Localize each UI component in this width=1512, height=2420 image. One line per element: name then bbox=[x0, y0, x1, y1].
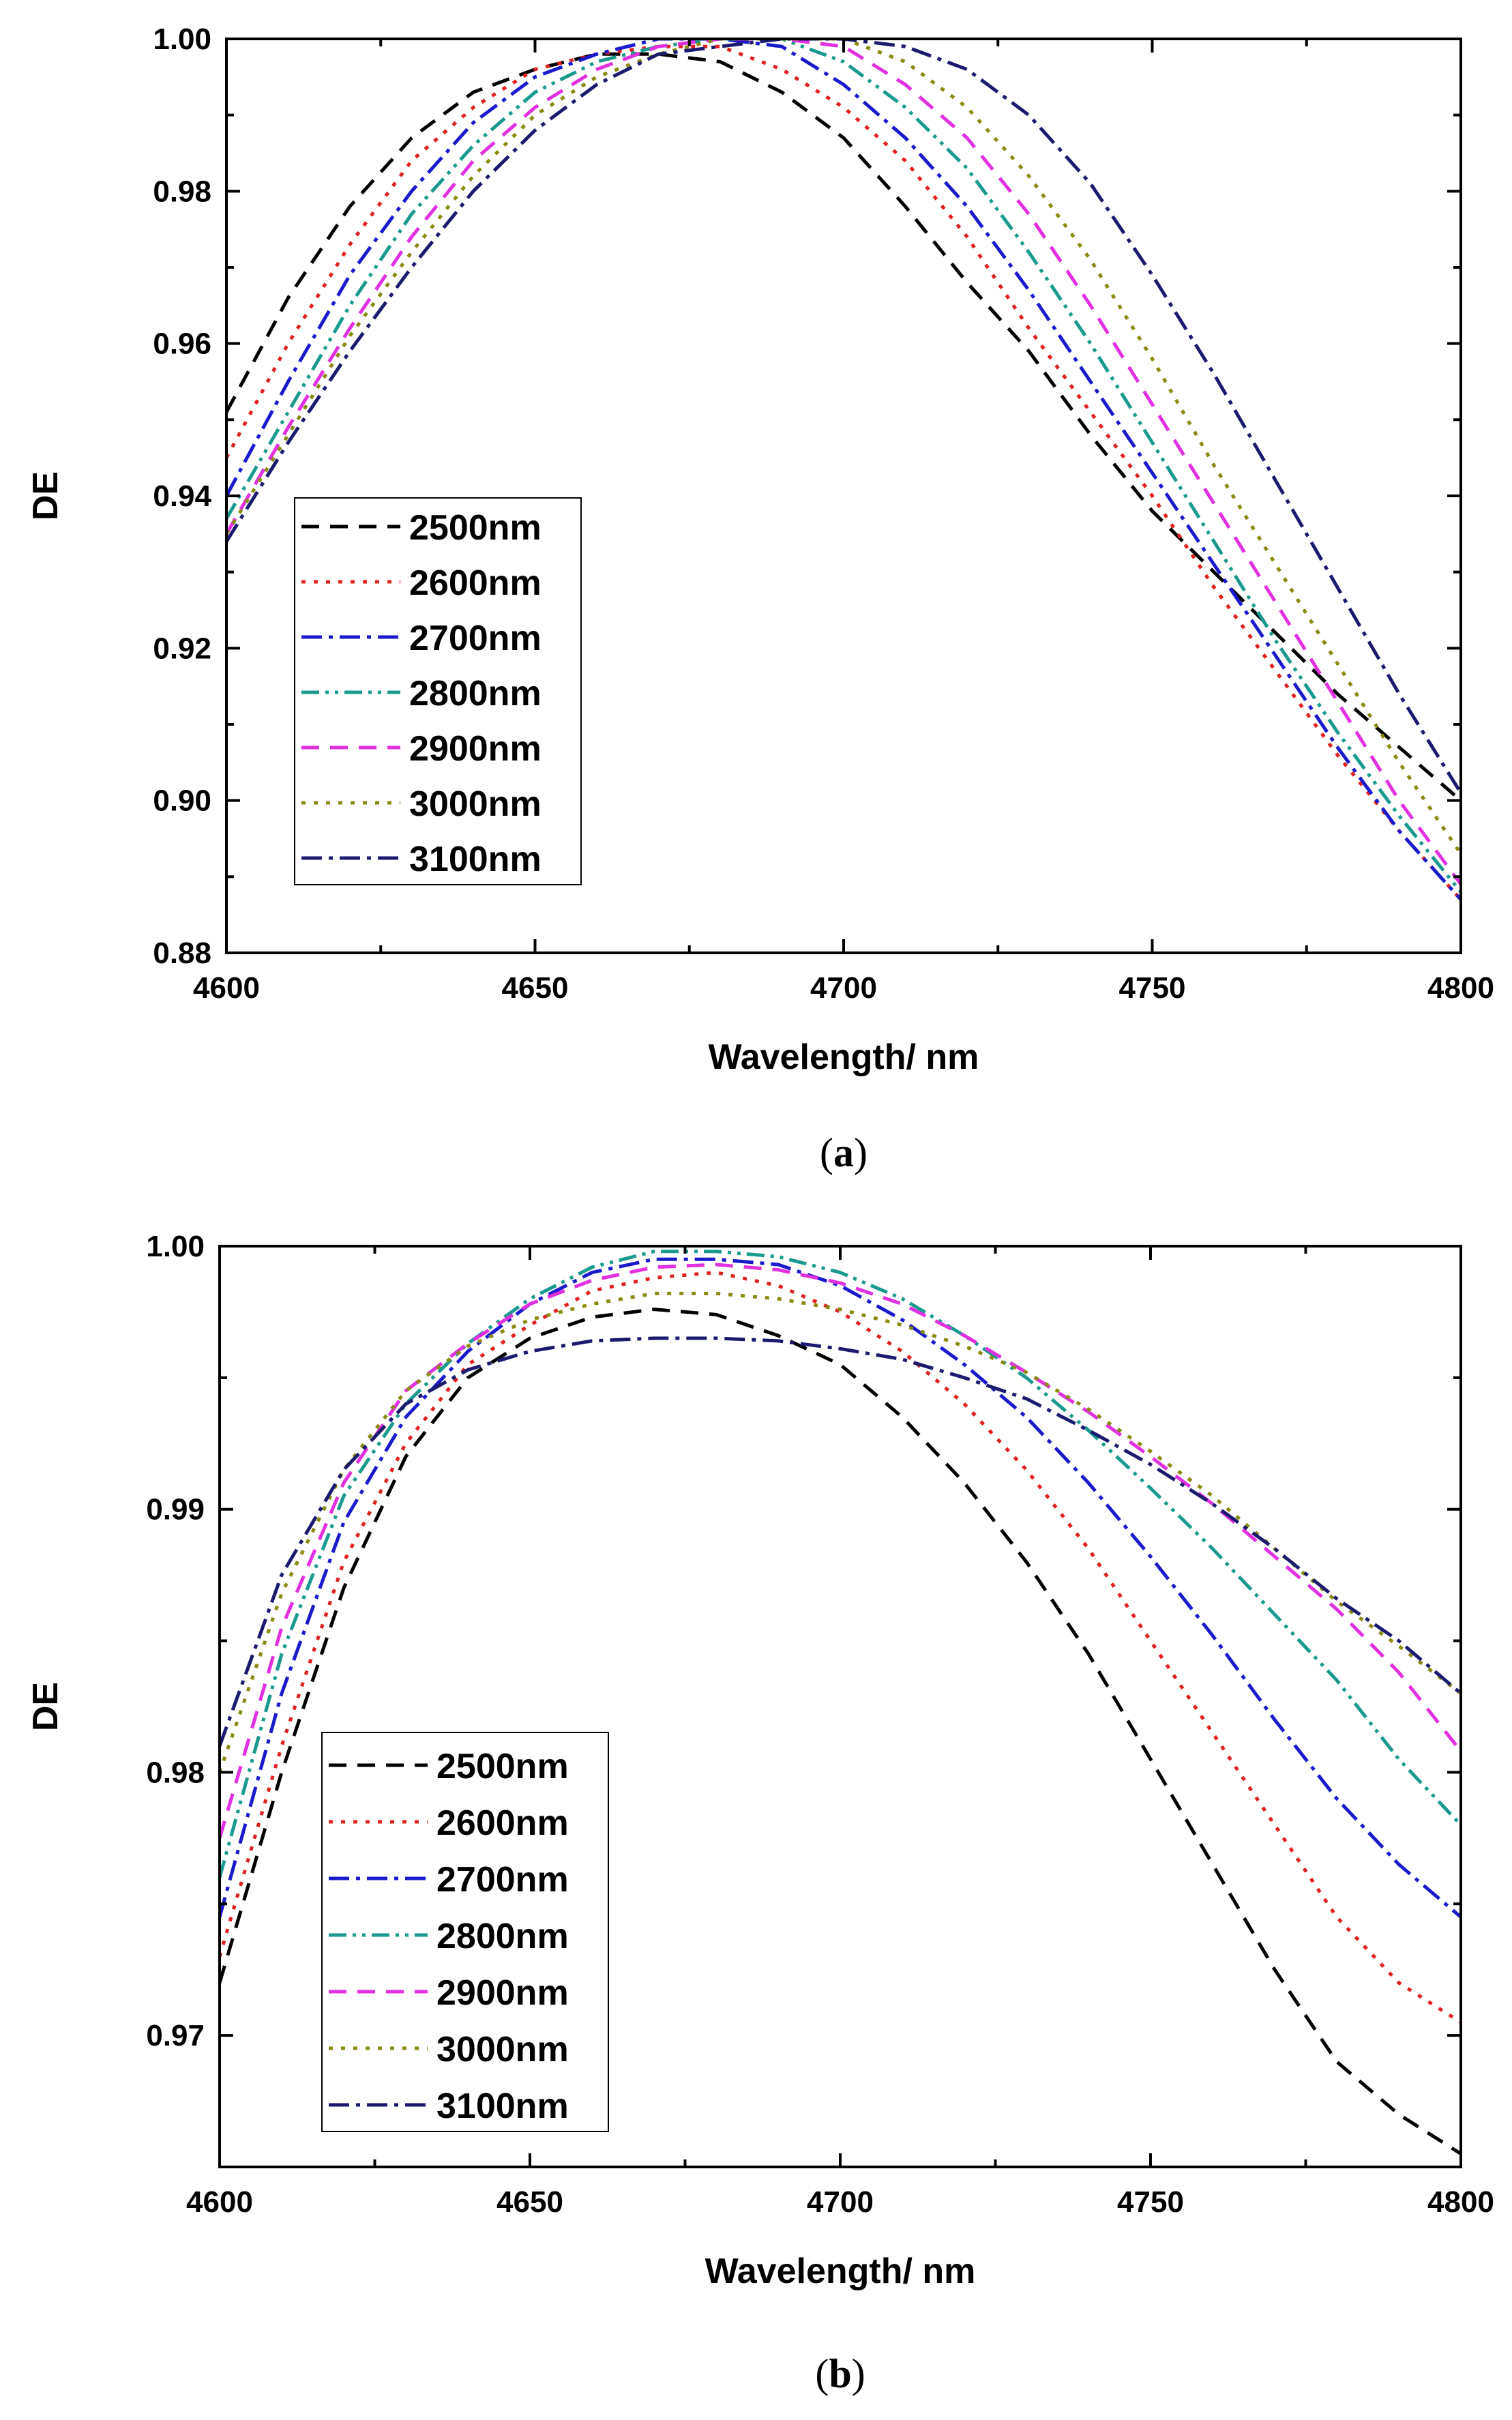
x-tick-label: 4650 bbox=[502, 971, 569, 1005]
y-axis-title: DE bbox=[26, 1682, 65, 1731]
y-tick-label: 0.88 bbox=[153, 936, 211, 970]
x-tick-label: 4800 bbox=[1427, 2185, 1494, 2219]
legend-label: 2800nm bbox=[409, 674, 542, 713]
series-line-2500nm bbox=[226, 52, 1461, 802]
y-tick-label: 0.97 bbox=[146, 2019, 205, 2052]
series-line-2900nm bbox=[226, 39, 1461, 885]
series-line-2700nm bbox=[220, 1257, 1461, 1919]
y-axis-title: DE bbox=[26, 471, 65, 520]
series-group bbox=[226, 39, 1461, 901]
legend-box bbox=[294, 497, 582, 885]
series-line-2900nm bbox=[220, 1263, 1461, 1839]
y-tick-label: 0.92 bbox=[153, 632, 211, 665]
caption-close: ) bbox=[852, 2351, 865, 2396]
y-tick-label: 1.00 bbox=[146, 1230, 205, 1263]
series-line-3000nm bbox=[226, 39, 1461, 855]
x-tick-label: 4600 bbox=[193, 971, 260, 1005]
caption-letter: a bbox=[833, 1130, 854, 1175]
caption-letter: b bbox=[829, 2351, 851, 2396]
caption-close: ) bbox=[854, 1130, 868, 1175]
panel-caption: (b) bbox=[815, 2351, 865, 2396]
panel-caption: (a) bbox=[820, 1130, 868, 1175]
legend-label: 3100nm bbox=[409, 840, 542, 879]
x-tick-label: 4700 bbox=[810, 971, 877, 1005]
series-line-3000nm bbox=[220, 1291, 1461, 1773]
legend: 2500nm 2600nm 2700nm 2800nm 2900nm 3000nm 3100… bbox=[321, 1732, 609, 2132]
legend-label: 2700nm bbox=[436, 1860, 569, 1900]
x-axis-title: Wavelength/ nm bbox=[705, 2252, 976, 2291]
x-tick-label: 4800 bbox=[1427, 971, 1494, 1005]
caption-open: ( bbox=[815, 2351, 829, 2396]
legend: 2500nm 2600nm 2700nm 2800nm 2900nm 3000nm 3100… bbox=[294, 497, 582, 885]
legend-label: 2600nm bbox=[409, 563, 542, 603]
chart-panel-b: 4600 4650 4700 4750 4800 0.97 0.98 0.99 1.00 Wave… bbox=[26, 1230, 1494, 2396]
caption-open: ( bbox=[820, 1130, 833, 1175]
series-line-2800nm bbox=[220, 1250, 1461, 1878]
legend-box bbox=[321, 1732, 609, 2132]
legend-label: 3000nm bbox=[409, 784, 542, 824]
legend-label: 2600nm bbox=[436, 1803, 569, 1843]
legend-label: 3100nm bbox=[436, 2086, 569, 2126]
series-line-3100nm bbox=[220, 1336, 1461, 1747]
series-line-2800nm bbox=[226, 39, 1461, 894]
x-tick-label: 4650 bbox=[496, 2185, 563, 2219]
series-group bbox=[220, 1250, 1461, 2155]
y-tick-label: 0.94 bbox=[153, 479, 211, 513]
series-line-2600nm bbox=[220, 1271, 1461, 2024]
legend-label: 2900nm bbox=[409, 729, 542, 769]
legend-label: 2900nm bbox=[436, 1973, 569, 2013]
x-tick-label: 4750 bbox=[1119, 971, 1186, 1005]
x-axis-title: Wavelength/ nm bbox=[709, 1037, 979, 1077]
x-tick-label: 4750 bbox=[1117, 2185, 1184, 2219]
series-line-3100nm bbox=[226, 39, 1461, 794]
y-tick-label: 0.96 bbox=[153, 327, 211, 361]
legend-label: 3000nm bbox=[436, 2030, 569, 2069]
series-line-2700nm bbox=[226, 39, 1461, 901]
legend-label: 2700nm bbox=[409, 619, 542, 658]
legend-label: 2500nm bbox=[436, 1747, 569, 1786]
x-tick-label: 4700 bbox=[807, 2185, 874, 2219]
y-tick-label: 0.98 bbox=[146, 1756, 205, 1789]
y-tick-label: 0.99 bbox=[146, 1493, 205, 1526]
legend-label: 2500nm bbox=[409, 508, 542, 548]
y-tick-label: 0.90 bbox=[153, 784, 211, 818]
y-tick-label: 1.00 bbox=[153, 23, 211, 56]
y-tick-label: 0.98 bbox=[153, 175, 211, 208]
x-tick-label: 4600 bbox=[186, 2185, 253, 2219]
chart-panel-a: 4600 4650 4700 4750 4800 0.88 0.90 0.92 0.94 0.96… bbox=[26, 23, 1494, 1175]
legend-label: 2800nm bbox=[436, 1917, 569, 1956]
